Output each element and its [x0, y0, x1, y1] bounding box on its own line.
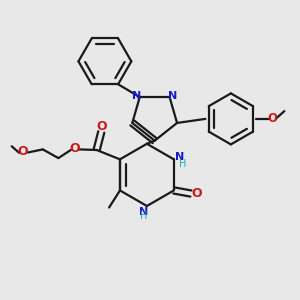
Text: O: O: [268, 112, 278, 125]
Text: O: O: [69, 142, 80, 155]
Text: N: N: [132, 91, 141, 101]
Text: O: O: [97, 120, 107, 133]
Text: N: N: [139, 207, 148, 217]
Text: H: H: [140, 211, 148, 221]
Text: N: N: [168, 91, 177, 101]
Text: N: N: [175, 152, 184, 162]
Text: H: H: [179, 159, 186, 169]
Text: O: O: [18, 145, 28, 158]
Text: O: O: [191, 187, 202, 200]
